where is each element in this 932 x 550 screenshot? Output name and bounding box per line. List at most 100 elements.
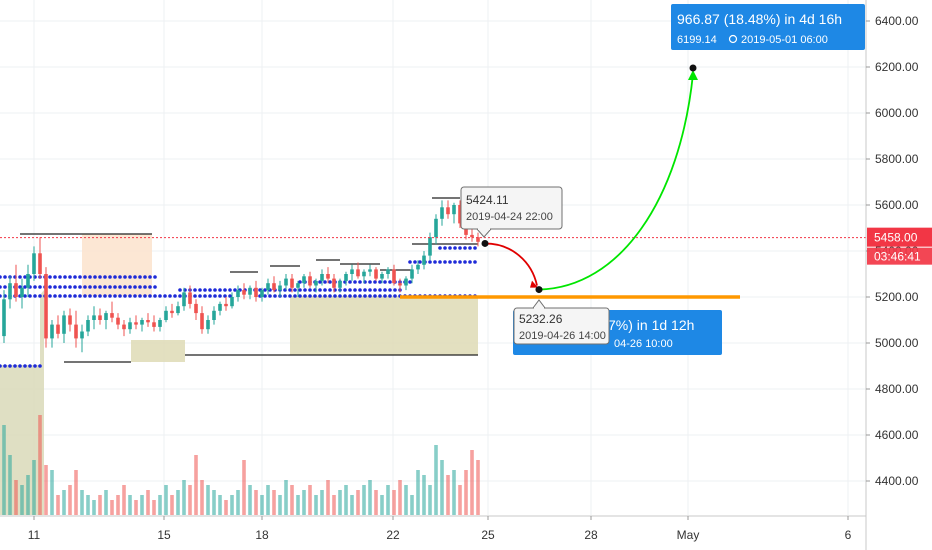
candle-body[interactable] xyxy=(146,320,150,323)
candle-body[interactable] xyxy=(128,322,132,330)
candle-body[interactable] xyxy=(362,271,366,277)
candle-body[interactable] xyxy=(476,237,480,242)
candle-body[interactable] xyxy=(272,283,276,291)
candle-body[interactable] xyxy=(398,283,402,286)
candle-body[interactable] xyxy=(188,292,192,304)
candle-body[interactable] xyxy=(356,269,360,277)
candle-body[interactable] xyxy=(38,253,42,274)
candle-body[interactable] xyxy=(104,313,108,320)
candle-body[interactable] xyxy=(218,303,222,311)
candle-body[interactable] xyxy=(158,320,162,327)
candle-body[interactable] xyxy=(428,237,432,256)
candle-body[interactable] xyxy=(140,320,144,325)
candle-body[interactable] xyxy=(410,269,414,279)
callouts[interactable]: 7%) in 1d 12h 04-26 10:00 5232.26 2019-04-2… xyxy=(460,4,865,355)
candle-body[interactable] xyxy=(206,320,210,330)
callout-top[interactable] xyxy=(671,4,865,50)
candle-body[interactable] xyxy=(326,274,330,279)
indicator-dot xyxy=(193,288,197,292)
candle-body[interactable] xyxy=(92,315,96,320)
candle-body[interactable] xyxy=(374,269,378,279)
candle-body[interactable] xyxy=(284,278,288,286)
projection-path[interactable] xyxy=(481,64,699,294)
candle-body[interactable] xyxy=(32,253,36,274)
candle-body[interactable] xyxy=(248,287,252,295)
candle-body[interactable] xyxy=(260,290,264,297)
candle-body[interactable] xyxy=(302,276,306,284)
candle-body[interactable] xyxy=(308,276,312,286)
candle-body[interactable] xyxy=(56,324,60,334)
candle-body[interactable] xyxy=(182,292,186,307)
candle-body[interactable] xyxy=(134,322,138,325)
candle-body[interactable] xyxy=(62,315,66,334)
candle-body[interactable] xyxy=(266,283,270,291)
candle-body[interactable] xyxy=(8,283,12,300)
candle-body[interactable] xyxy=(380,274,384,279)
volume-bar xyxy=(296,495,300,515)
candle-body[interactable] xyxy=(290,278,294,288)
candle-body[interactable] xyxy=(50,324,54,339)
candle-body[interactable] xyxy=(296,283,300,288)
candle-body[interactable] xyxy=(74,324,78,339)
candle-body[interactable] xyxy=(386,269,390,274)
candle-body[interactable] xyxy=(212,310,216,320)
projection-point[interactable] xyxy=(535,286,543,294)
candle-body[interactable] xyxy=(434,218,438,238)
candle-body[interactable] xyxy=(224,303,228,307)
candle-body[interactable] xyxy=(68,315,72,325)
candle-body[interactable] xyxy=(20,287,24,297)
candle-body[interactable] xyxy=(122,324,126,330)
tooltip-5424-price: 5424.11 xyxy=(466,193,509,207)
candle-body[interactable] xyxy=(164,310,168,320)
candle-body[interactable] xyxy=(392,269,396,284)
candle-body[interactable] xyxy=(26,274,30,288)
indicator-dot xyxy=(443,246,447,250)
current-price-badge[interactable] xyxy=(867,227,932,247)
candle-body[interactable] xyxy=(170,310,174,314)
indicator-dot xyxy=(413,260,417,264)
candle-body[interactable] xyxy=(44,274,48,339)
indicator-dot xyxy=(213,288,217,292)
candle-body[interactable] xyxy=(344,274,348,281)
candle-body[interactable] xyxy=(194,303,198,314)
projection-point[interactable] xyxy=(481,239,489,247)
candle-body[interactable] xyxy=(176,306,180,314)
candle-body[interactable] xyxy=(320,274,324,281)
candle-body[interactable] xyxy=(278,285,282,291)
tooltip-5424[interactable] xyxy=(460,186,563,230)
candle-body[interactable] xyxy=(314,280,318,286)
candle-body[interactable] xyxy=(86,320,90,332)
candle-body[interactable] xyxy=(422,255,426,265)
candle-body[interactable] xyxy=(254,287,258,297)
candle-body[interactable] xyxy=(98,315,102,320)
candle-body[interactable] xyxy=(404,278,408,286)
candle-body[interactable] xyxy=(152,322,156,327)
candle-body[interactable] xyxy=(446,207,450,215)
candle-body[interactable] xyxy=(458,205,462,224)
candle-body[interactable] xyxy=(2,299,6,337)
volume-bar xyxy=(224,500,228,515)
candle-body[interactable] xyxy=(332,278,336,288)
indicator-dot xyxy=(48,294,52,298)
indicator-dot xyxy=(108,294,112,298)
projection-point[interactable] xyxy=(689,64,697,72)
candle-body[interactable] xyxy=(416,264,420,270)
candle-body[interactable] xyxy=(116,317,120,325)
candle-body[interactable] xyxy=(14,283,18,297)
candlesticks[interactable] xyxy=(2,200,480,353)
candle-body[interactable] xyxy=(200,313,204,330)
tooltip-5232[interactable] xyxy=(513,307,610,345)
candle-body[interactable] xyxy=(350,269,354,274)
candle-body[interactable] xyxy=(368,269,372,272)
candle-body[interactable] xyxy=(110,313,114,318)
candle-body[interactable] xyxy=(242,290,246,295)
indicator-dot xyxy=(98,275,102,279)
candle-body[interactable] xyxy=(440,207,444,219)
candle-body[interactable] xyxy=(230,297,234,307)
candle-body[interactable] xyxy=(80,331,84,339)
candle-body[interactable] xyxy=(338,280,342,288)
candle-body[interactable] xyxy=(452,205,456,215)
candle-body[interactable] xyxy=(236,290,240,297)
candle-body[interactable] xyxy=(470,234,474,238)
